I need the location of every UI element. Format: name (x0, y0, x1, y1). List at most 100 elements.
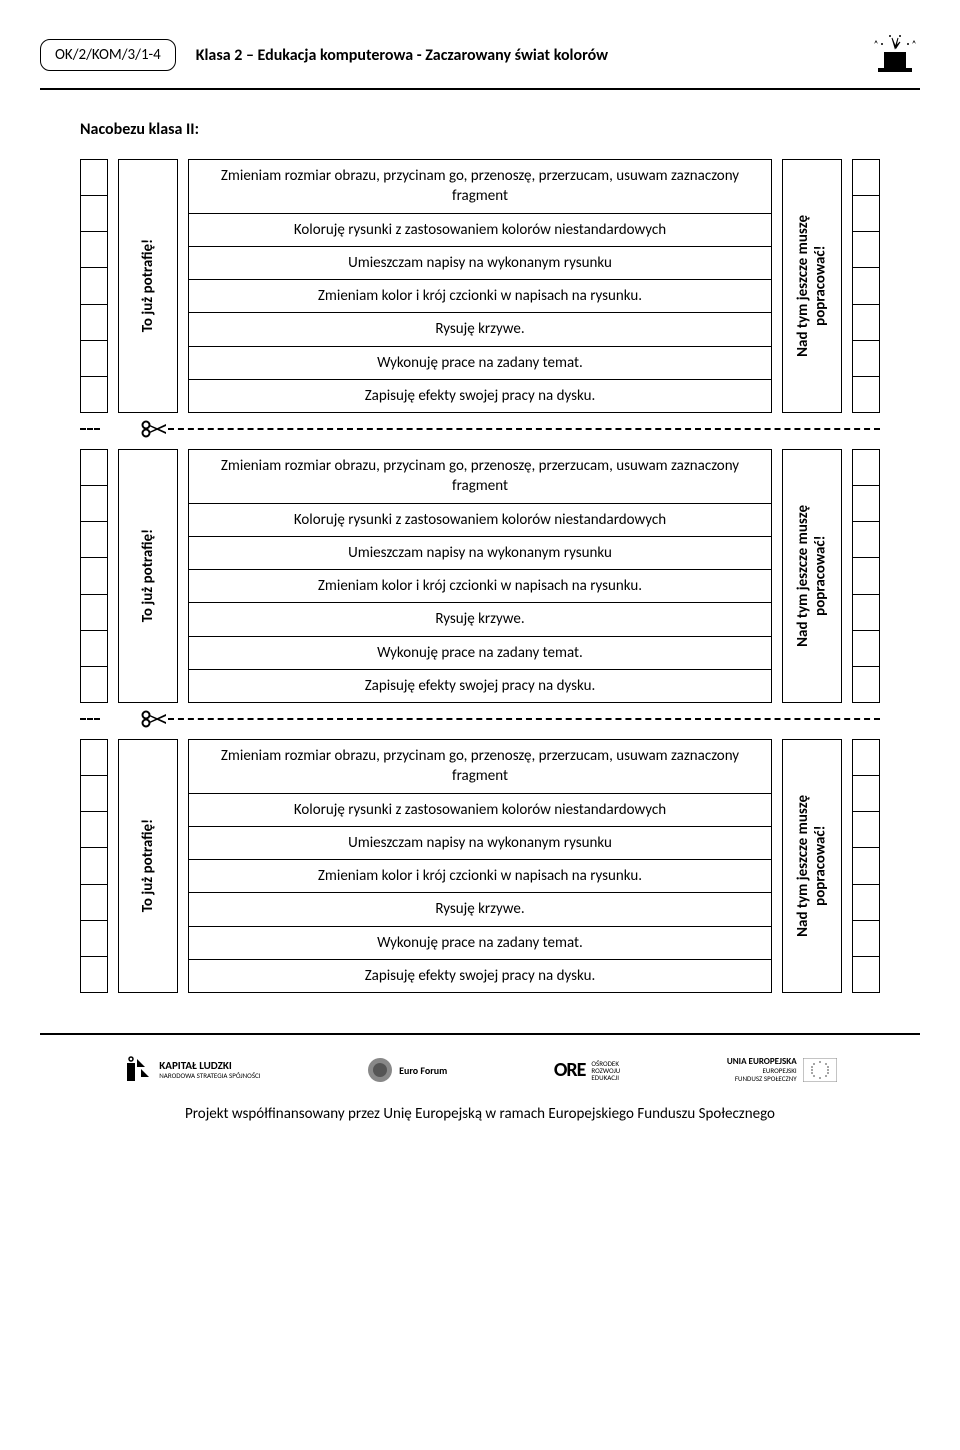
right-label-column: Nad tym jeszcze muszę popracować! (782, 449, 842, 703)
left-label: To już potrafię! (139, 819, 157, 912)
right-label-column: Nad tym jeszcze muszę popracować! (782, 159, 842, 413)
check-column-right (852, 159, 880, 413)
check-cell[interactable] (81, 522, 107, 558)
scissors-icon (140, 709, 168, 729)
right-label: Nad tym jeszcze muszę popracować! (795, 795, 830, 937)
section-title: Nacobezu klasa II: (80, 120, 920, 139)
check-cell[interactable] (853, 885, 879, 921)
check-cell[interactable] (853, 196, 879, 232)
check-cell[interactable] (81, 558, 107, 594)
check-cell[interactable] (81, 232, 107, 268)
cut-line (80, 709, 880, 729)
document-code: OK/2/KOM/3/1-4 (40, 39, 176, 71)
check-cell[interactable] (853, 812, 879, 848)
skill-row: Wykonuję prace na zadany temat. (189, 347, 771, 380)
check-cell[interactable] (853, 921, 879, 957)
skill-row: Zapisuję efekty swojej pracy na dysku. (189, 960, 771, 992)
check-cell[interactable] (81, 595, 107, 631)
check-cell[interactable] (853, 740, 879, 776)
check-cell[interactable] (81, 341, 107, 377)
left-label-column: To już potrafię! (118, 739, 178, 993)
check-cell[interactable] (853, 776, 879, 812)
skill-row: Wykonuję prace na zadany temat. (189, 927, 771, 960)
logo-sub: FUNDUSZ SPOŁECZNY (727, 1075, 797, 1083)
footer-divider (40, 1033, 920, 1035)
check-cell[interactable] (81, 812, 107, 848)
check-cell[interactable] (853, 377, 879, 412)
left-label-column: To już potrafię! (118, 159, 178, 413)
check-cell[interactable] (81, 667, 107, 702)
left-label: To już potrafię! (139, 529, 157, 622)
check-cell[interactable] (853, 558, 879, 594)
check-cell[interactable] (853, 305, 879, 341)
check-cell[interactable] (81, 885, 107, 921)
check-cell[interactable] (81, 776, 107, 812)
logo-ore: ORE OŚRODEK ROZWOJU EDUKACJI (554, 1058, 620, 1082)
check-cell[interactable] (853, 957, 879, 992)
right-label-column: Nad tym jeszcze muszę popracować! (782, 739, 842, 993)
left-label-column: To już potrafię! (118, 449, 178, 703)
skill-row: Zmieniam kolor i krój czcionki w napisac… (189, 860, 771, 893)
check-cell[interactable] (853, 667, 879, 702)
skill-row: Rysuję krzywe. (189, 893, 771, 926)
skill-row: Zmieniam rozmiar obrazu, przycinam go, p… (189, 160, 771, 214)
check-cell[interactable] (81, 268, 107, 304)
check-column-left (80, 159, 108, 413)
check-cell[interactable] (853, 450, 879, 486)
logo-subtitle: NARODOWA STRATEGIA SPÓJNOŚCI (159, 1072, 260, 1080)
check-cell[interactable] (81, 450, 107, 486)
check-cell[interactable] (81, 921, 107, 957)
cut-line (80, 419, 880, 439)
check-cell[interactable] (853, 486, 879, 522)
skill-row: Zmieniam rozmiar obrazu, przycinam go, p… (189, 450, 771, 504)
skill-row: Koloruję rysunki z zastosowaniem kolorów… (189, 504, 771, 537)
check-column-right (852, 739, 880, 993)
check-cell[interactable] (853, 595, 879, 631)
check-cell[interactable] (81, 486, 107, 522)
check-cell[interactable] (853, 848, 879, 884)
assessment-block: To już potrafię! Zmieniam rozmiar obrazu… (80, 739, 880, 993)
check-cell[interactable] (81, 305, 107, 341)
check-column-left (80, 449, 108, 703)
check-cell[interactable] (81, 377, 107, 412)
skill-row: Umieszczam napisy na wykonanym rysunku (189, 827, 771, 860)
logo-title: ORE (554, 1058, 586, 1082)
logo-sub: EDUKACJI (591, 1074, 620, 1081)
skill-row: Koloruję rysunki z zastosowaniem kolorów… (189, 794, 771, 827)
skill-row: Wykonuję prace na zadany temat. (189, 637, 771, 670)
skill-row: Zmieniam rozmiar obrazu, przycinam go, p… (189, 740, 771, 794)
right-label: Nad tym jeszcze muszę popracować! (795, 215, 830, 357)
skills-list: Zmieniam rozmiar obrazu, przycinam go, p… (188, 739, 772, 993)
check-cell[interactable] (853, 341, 879, 377)
check-cell[interactable] (81, 740, 107, 776)
check-cell[interactable] (853, 631, 879, 667)
assessment-block: To już potrafię! Zmieniam rozmiar obrazu… (80, 159, 880, 413)
logo-eu: UNIA EUROPEJSKA EUROPEJSKI FUNDUSZ SPOŁE… (727, 1057, 837, 1082)
skill-row: Umieszczam napisy na wykonanym rysunku (189, 537, 771, 570)
skill-row: Zapisuję efekty swojej pracy na dysku. (189, 380, 771, 412)
logo-kapital-ludzki: KAPITAŁ LUDZKI NARODOWA STRATEGIA SPÓJNO… (123, 1055, 260, 1085)
check-cell[interactable] (853, 522, 879, 558)
skill-row: Zmieniam kolor i krój czcionki w napisac… (189, 280, 771, 313)
logo-euro-forum: Euro Forum (367, 1057, 447, 1083)
check-cell[interactable] (81, 631, 107, 667)
footer-logos: KAPITAŁ LUDZKI NARODOWA STRATEGIA SPÓJNO… (80, 1055, 880, 1085)
hat-icon (870, 30, 920, 80)
check-cell[interactable] (81, 848, 107, 884)
skills-list: Zmieniam rozmiar obrazu, przycinam go, p… (188, 449, 772, 703)
skill-row: Umieszczam napisy na wykonanym rysunku (189, 247, 771, 280)
check-cell[interactable] (81, 957, 107, 992)
page-header: OK/2/KOM/3/1-4 Klasa 2 – Edukacja komput… (40, 30, 920, 90)
skill-row: Zapisuję efekty swojej pracy na dysku. (189, 670, 771, 702)
check-cell[interactable] (853, 160, 879, 196)
check-cell[interactable] (81, 196, 107, 232)
check-cell[interactable] (81, 160, 107, 196)
check-cell[interactable] (853, 268, 879, 304)
check-cell[interactable] (853, 232, 879, 268)
skill-row: Koloruję rysunki z zastosowaniem kolorów… (189, 214, 771, 247)
logo-title: Euro Forum (399, 1065, 447, 1076)
skill-row: Rysuję krzywe. (189, 603, 771, 636)
right-label: Nad tym jeszcze muszę popracować! (795, 505, 830, 647)
assessment-block: To już potrafię! Zmieniam rozmiar obrazu… (80, 449, 880, 703)
skill-row: Rysuję krzywe. (189, 313, 771, 346)
